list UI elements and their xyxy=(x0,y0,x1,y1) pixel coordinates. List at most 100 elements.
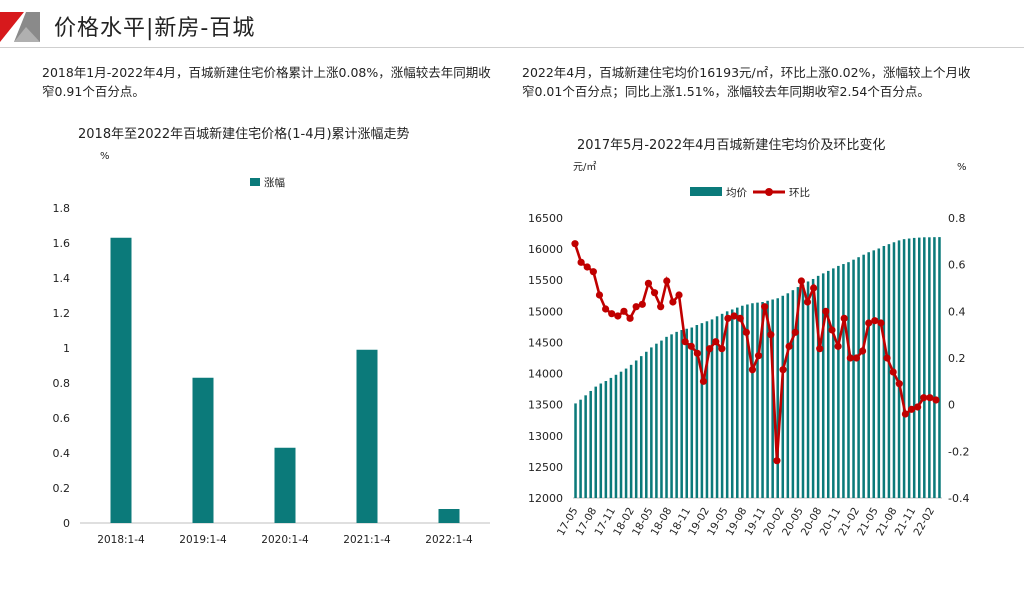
mom-point xyxy=(675,291,683,299)
price-bar xyxy=(791,290,795,498)
mom-point xyxy=(779,366,787,374)
price-bar xyxy=(786,293,790,498)
x-tick-label: 2019:1-4 xyxy=(179,534,227,546)
mom-point xyxy=(871,317,879,325)
legend-swatch-price xyxy=(690,187,722,196)
price-bar xyxy=(832,268,835,498)
mom-point xyxy=(669,298,677,306)
price-bar xyxy=(690,327,694,498)
price-bar xyxy=(710,319,714,498)
mom-point xyxy=(926,394,934,402)
mom-point xyxy=(663,277,671,285)
y-axis-unit: % xyxy=(100,151,110,162)
right-tick-label: -0.4 xyxy=(948,492,969,505)
price-bar xyxy=(680,330,683,498)
page-header: 价格水平|新房-百城 xyxy=(0,0,1024,52)
price-bar xyxy=(847,262,850,498)
price-bar xyxy=(655,343,658,498)
y-tick-label: 0.4 xyxy=(53,447,71,460)
left-tick-label: 13500 xyxy=(528,399,563,412)
price-bar xyxy=(599,383,603,498)
price-bar xyxy=(705,321,709,498)
mom-point xyxy=(901,410,910,418)
legend-label: 涨幅 xyxy=(264,176,285,189)
mom-point xyxy=(748,366,757,374)
price-bar xyxy=(665,336,668,498)
price-bar xyxy=(619,371,623,498)
price-bar xyxy=(639,356,643,498)
bar-201914 xyxy=(192,377,214,523)
mom-point xyxy=(571,240,579,248)
mom-point xyxy=(773,457,781,465)
y-tick-label: 1.8 xyxy=(53,202,71,215)
right-combo-chart: 元/㎡ % 均价 环比 12000 12500 13000 13500 14000 14500 15… xyxy=(528,161,969,538)
price-bar xyxy=(796,287,800,498)
price-bar xyxy=(816,275,820,498)
y-tick-label: 1.6 xyxy=(53,237,71,250)
left-tick-label: 15500 xyxy=(528,274,563,287)
mom-point xyxy=(620,307,628,315)
price-bar xyxy=(650,347,653,498)
bar-202214 xyxy=(438,509,460,523)
price-bar xyxy=(584,395,587,498)
mom-point xyxy=(803,298,812,306)
price-bar xyxy=(660,340,663,498)
price-bar xyxy=(670,334,673,498)
price-bar xyxy=(801,284,805,498)
mom-point xyxy=(736,314,744,322)
x-tick-label: 2020:1-4 xyxy=(261,534,309,546)
price-bar xyxy=(877,248,881,498)
mom-point xyxy=(816,345,824,353)
right-axis-unit: % xyxy=(957,162,967,173)
y-tick-label: 0.8 xyxy=(53,377,71,390)
x-tick-label: 2022:1-4 xyxy=(425,534,473,546)
mom-point xyxy=(601,305,610,313)
left-tick-label: 12500 xyxy=(528,461,563,474)
mom-point xyxy=(632,303,640,311)
price-bar xyxy=(730,309,734,498)
left-tick-label: 16500 xyxy=(528,212,563,225)
price-bar xyxy=(907,238,911,498)
price-bar xyxy=(852,259,855,498)
right-tick-label: 0.4 xyxy=(948,305,966,318)
price-bar xyxy=(746,304,749,498)
mom-point xyxy=(626,314,634,322)
mom-point xyxy=(797,277,805,285)
bar-202114 xyxy=(356,349,378,523)
x-tick-label: 2018:1-4 xyxy=(97,534,145,546)
mom-point xyxy=(858,347,867,355)
price-bar xyxy=(715,316,719,498)
mom-point xyxy=(877,319,885,327)
y-tick-label: 0.2 xyxy=(53,482,71,495)
y-tick-label: 1.2 xyxy=(53,307,71,320)
mom-point xyxy=(608,310,616,318)
mom-point xyxy=(595,291,604,299)
mom-line xyxy=(573,243,937,461)
price-bar xyxy=(685,328,688,498)
price-bar xyxy=(756,302,759,498)
price-bar xyxy=(776,298,779,498)
price-bar xyxy=(806,281,810,498)
left-bar-chart: % 涨幅 0 0.2 0.4 0.6 0.8 1 1.2 1.4 1.6 1.8 2018:1-4 201… xyxy=(53,151,490,546)
legend-swatch xyxy=(250,178,260,186)
price-bar xyxy=(872,250,876,498)
mom-point xyxy=(895,380,903,388)
price-bar xyxy=(579,399,582,498)
mom-point xyxy=(767,331,775,339)
price-bar xyxy=(862,254,865,498)
price-bar xyxy=(609,377,613,498)
right-summary-text: 2022年4月，百城新建住宅均价16193元/㎡，环比上涨0.02%，涨幅较上个… xyxy=(522,65,971,99)
mom-point xyxy=(889,368,897,376)
header-divider xyxy=(0,47,1024,48)
price-bar xyxy=(751,303,754,498)
mom-point xyxy=(840,314,848,322)
mom-point xyxy=(834,342,842,350)
y-tick-label: 1.4 xyxy=(53,272,71,285)
price-bar xyxy=(629,364,633,498)
price-bar xyxy=(842,264,845,498)
price-bar xyxy=(857,257,860,498)
right-tick-label: 0.6 xyxy=(948,259,966,272)
mom-point xyxy=(644,279,653,287)
price-bar xyxy=(867,252,870,498)
y-tick-label: 0.6 xyxy=(53,412,71,425)
